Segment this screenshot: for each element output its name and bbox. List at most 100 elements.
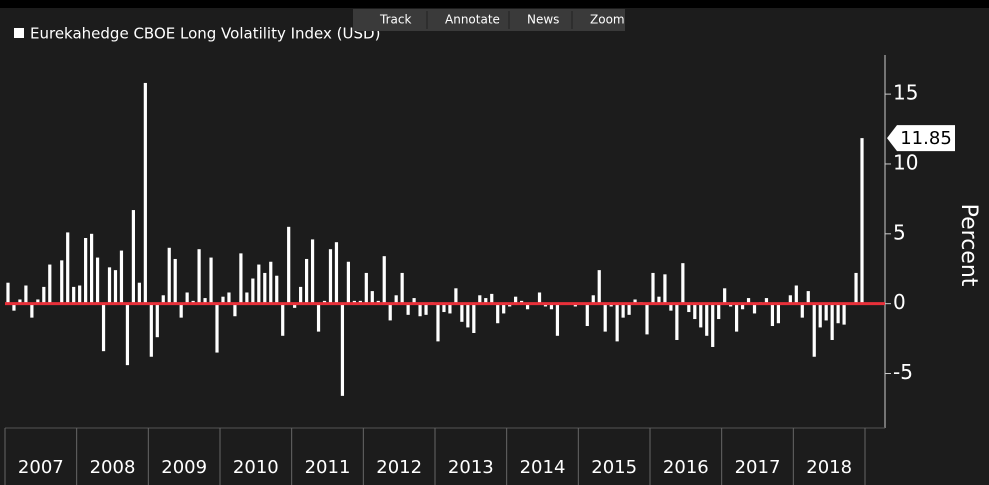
bar — [818, 303, 822, 328]
toolbar-button[interactable]: Track — [379, 13, 411, 27]
bar — [6, 282, 10, 304]
bar — [633, 299, 637, 304]
x-tick-label: 2018 — [806, 457, 852, 478]
bar — [734, 303, 739, 332]
bar — [484, 298, 488, 304]
bar — [549, 303, 554, 310]
bar — [711, 303, 715, 347]
toolbar-button[interactable]: Zoom — [590, 13, 625, 27]
bar — [161, 295, 165, 304]
bar — [287, 226, 291, 304]
bar — [263, 272, 267, 304]
y-tick-label: -5 — [893, 360, 913, 384]
bar — [615, 303, 619, 342]
last-value-tag — [887, 125, 955, 152]
bar — [723, 288, 727, 304]
bar — [72, 286, 76, 304]
bar — [328, 249, 333, 304]
bar — [705, 303, 709, 336]
bar — [275, 275, 279, 304]
last-value-label: 11.85 — [900, 128, 952, 149]
y-tick-label: 0 — [893, 290, 906, 314]
bar — [454, 288, 458, 304]
x-tick-label: 2009 — [161, 457, 207, 478]
y-axis-title: Percent — [956, 204, 981, 287]
bar — [406, 303, 410, 315]
bar — [788, 295, 792, 304]
bar — [627, 303, 631, 315]
bar — [603, 303, 607, 332]
bar — [293, 303, 297, 308]
bar — [591, 295, 595, 304]
bar — [669, 303, 673, 311]
bar — [478, 295, 482, 304]
bar — [442, 303, 446, 313]
bar — [764, 298, 769, 304]
bar — [663, 274, 667, 304]
bar — [472, 303, 476, 334]
top-strip — [0, 0, 989, 8]
bar — [466, 303, 470, 328]
bar — [269, 261, 273, 304]
x-tick-label: 2010 — [233, 457, 279, 478]
bar — [699, 303, 703, 328]
y-tick-label: 5 — [893, 220, 906, 244]
bar — [400, 272, 404, 304]
bar — [621, 303, 625, 318]
bar — [687, 303, 691, 313]
bar — [842, 303, 846, 325]
bar — [657, 296, 661, 304]
bar — [776, 303, 781, 324]
bar — [310, 239, 315, 304]
x-tick-label: 2013 — [448, 457, 494, 478]
bar — [800, 303, 804, 318]
bar — [66, 232, 70, 304]
bar — [836, 303, 840, 324]
bar — [388, 303, 392, 321]
bar — [490, 293, 494, 304]
bar — [113, 270, 118, 304]
chart-title: Eurekahedge CBOE Long Volatility Index (… — [30, 25, 380, 43]
bar — [812, 303, 816, 357]
bar — [860, 138, 864, 304]
bar — [854, 272, 858, 304]
bar — [752, 303, 757, 314]
bar — [179, 303, 183, 318]
bar — [299, 286, 303, 304]
bar — [185, 292, 189, 304]
bar — [364, 272, 368, 304]
bar — [89, 233, 94, 304]
bar — [239, 253, 243, 304]
bar — [824, 303, 828, 321]
bar — [107, 267, 112, 304]
legend-swatch — [14, 28, 24, 38]
toolbar — [353, 9, 625, 31]
toolbar-button[interactable]: Annotate — [445, 13, 500, 27]
bar — [830, 303, 834, 340]
bar — [125, 303, 130, 366]
bar — [460, 303, 464, 322]
bar — [173, 258, 177, 304]
bar — [794, 285, 798, 304]
bar — [514, 296, 518, 304]
x-tick-label: 2008 — [90, 457, 136, 478]
bar — [770, 303, 775, 327]
bar — [233, 303, 237, 317]
bar — [597, 270, 601, 304]
bar — [448, 303, 452, 314]
bar — [316, 303, 321, 332]
bar — [346, 261, 351, 304]
bar — [24, 285, 28, 304]
bar — [101, 303, 106, 352]
bar — [537, 292, 542, 304]
bar — [209, 257, 213, 304]
bar — [221, 296, 225, 304]
bar — [281, 303, 285, 336]
x-tick-label: 2015 — [591, 457, 637, 478]
bar — [95, 257, 100, 304]
bar — [149, 303, 153, 357]
bar — [806, 291, 810, 304]
toolbar-button[interactable]: News — [527, 13, 559, 27]
